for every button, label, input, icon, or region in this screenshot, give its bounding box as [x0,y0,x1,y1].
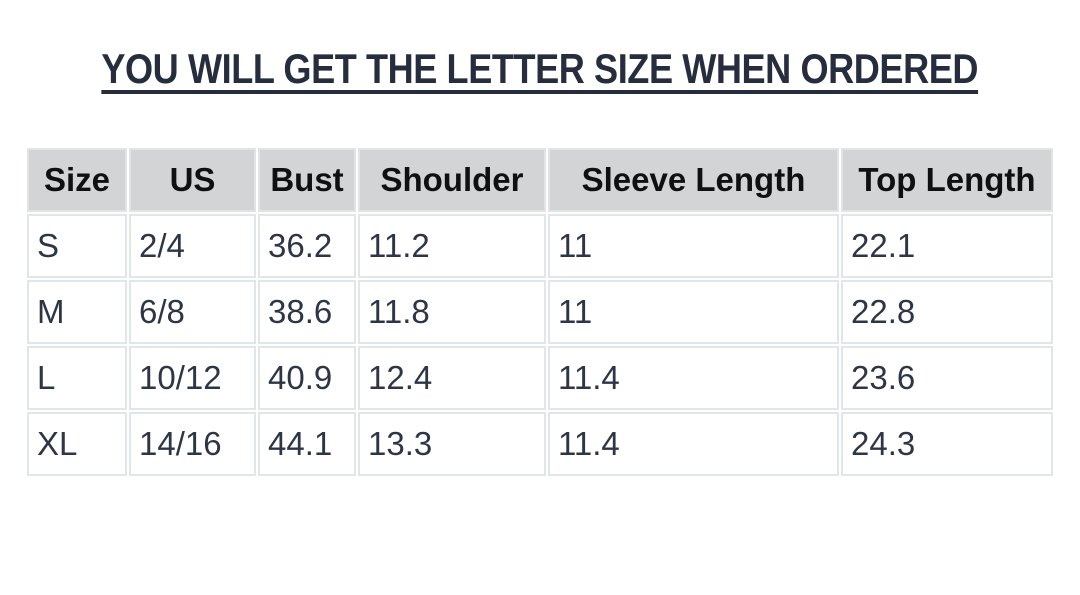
cell-xl-shoulder: 13.3 [358,412,546,476]
cell-m-us: 6/8 [129,280,256,344]
cell-m-shoulder: 11.8 [358,280,546,344]
cell-s-bust: 36.2 [258,214,356,278]
header-row: Size US Bust Shoulder Sleeve Length Top Lengt… [27,148,1053,212]
cell-s-top-length: 22.1 [841,214,1053,278]
cell-m-sleeve-length: 11 [548,280,839,344]
cell-m-bust: 38.6 [258,280,356,344]
column-header-sleeve-length: Sleeve Length [548,148,839,212]
table-row-s: S 2/4 36.2 11.2 11 22.1 [27,214,1053,278]
column-header-size: Size [27,148,127,212]
cell-xl-sleeve-length: 11.4 [548,412,839,476]
cell-s-sleeve-length: 11 [548,214,839,278]
cell-l-size: L [27,346,127,410]
cell-xl-top-length: 24.3 [841,412,1053,476]
cell-m-top-length: 22.8 [841,280,1053,344]
size-chart-table: Size US Bust Shoulder Sleeve Length Top Lengt… [25,146,1055,478]
page-title-text: YOU WILL GET THE LETTER SIZE WHEN ORDERE… [101,45,979,92]
table-row-l: L 10/12 40.9 12.4 11.4 23.6 [27,346,1053,410]
cell-l-shoulder: 12.4 [358,346,546,410]
size-chart-body: S 2/4 36.2 11.2 11 22.1 M 6/8 38.6 11.8 11 22.8 L 10/… [27,214,1053,476]
cell-xl-bust: 44.1 [258,412,356,476]
column-header-top-length: Top Length [841,148,1053,212]
cell-l-bust: 40.9 [258,346,356,410]
cell-s-us: 2/4 [129,214,256,278]
table-row-m: M 6/8 38.6 11.8 11 22.8 [27,280,1053,344]
cell-l-sleeve-length: 11.4 [548,346,839,410]
cell-l-top-length: 23.6 [841,346,1053,410]
cell-s-size: S [27,214,127,278]
column-header-us: US [129,148,256,212]
column-header-shoulder: Shoulder [358,148,546,212]
cell-m-size: M [27,280,127,344]
cell-xl-size: XL [27,412,127,476]
cell-l-us: 10/12 [129,346,256,410]
cell-xl-us: 14/16 [129,412,256,476]
column-header-bust: Bust [258,148,356,212]
cell-s-shoulder: 11.2 [358,214,546,278]
page-title: YOU WILL GET THE LETTER SIZE WHEN ORDERE… [0,46,1080,102]
size-chart-header: Size US Bust Shoulder Sleeve Length Top Lengt… [27,148,1053,212]
table-row-xl: XL 14/16 44.1 13.3 11.4 24.3 [27,412,1053,476]
